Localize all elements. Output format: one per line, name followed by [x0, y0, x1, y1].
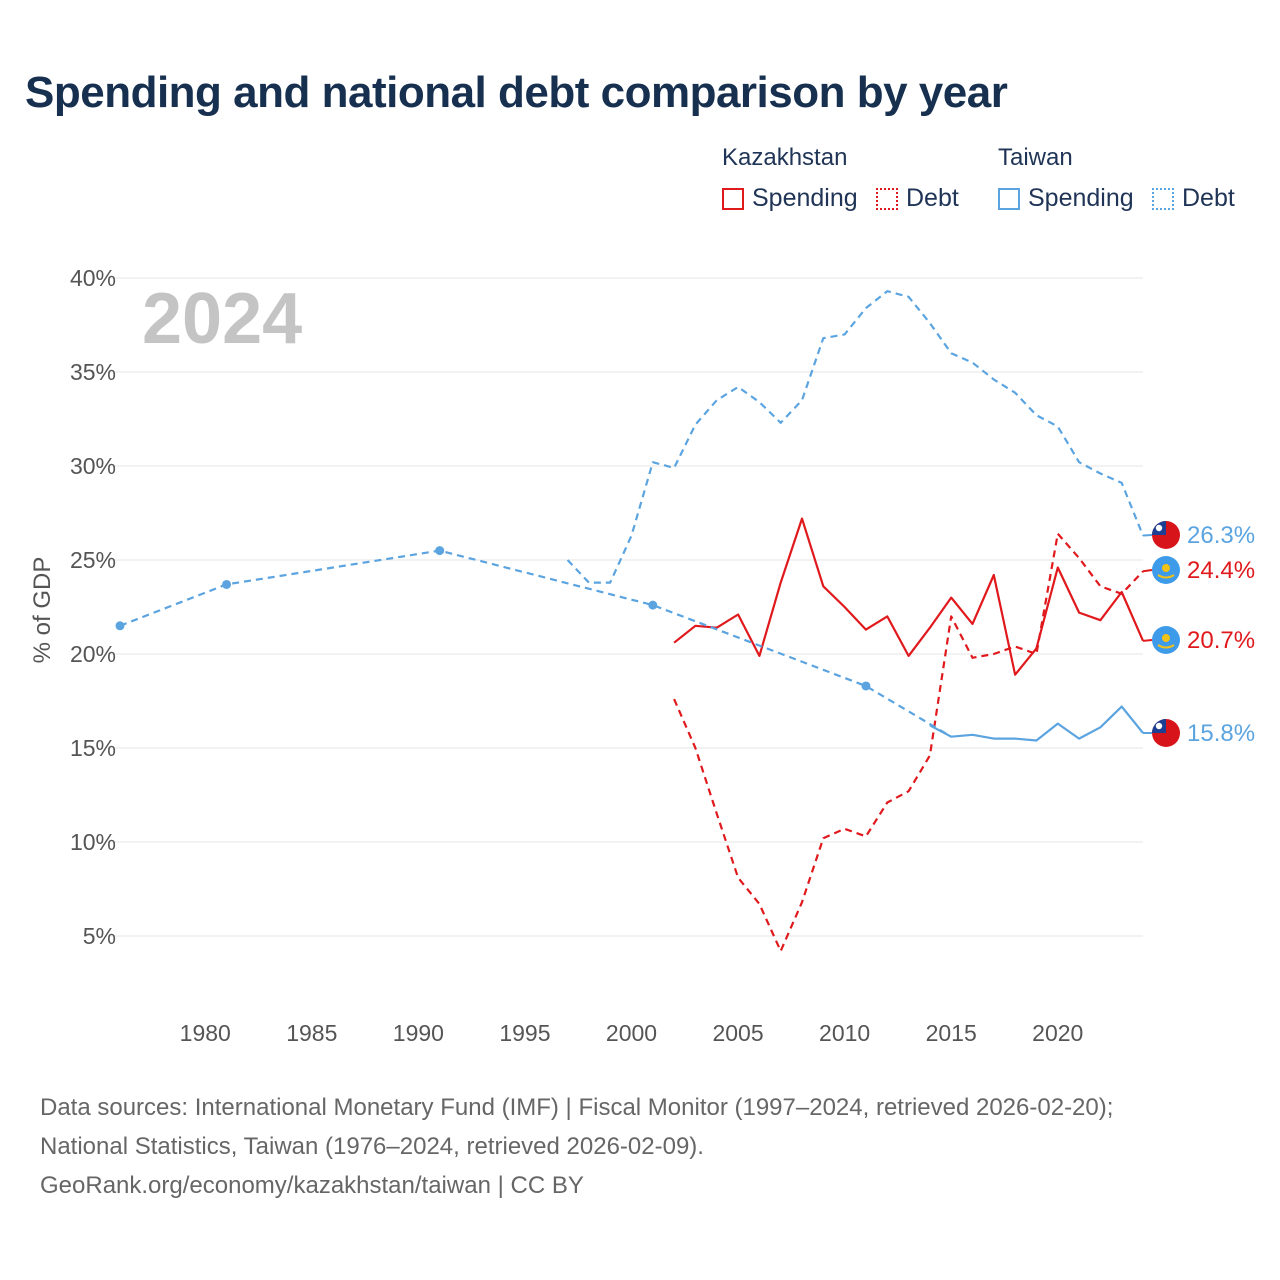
- end-value-label-taiwan-spending: 15.8%: [1187, 720, 1255, 747]
- legend-item-kazakhstan-debt[interactable]: Debt: [876, 184, 959, 213]
- y-tick-label: 25%: [70, 547, 116, 573]
- end-connector: [1142, 534, 1153, 537]
- series-line-taiwan-spending[interactable]: [929, 705, 1144, 742]
- legend-label-kazakhstan-spending: Spending: [752, 184, 858, 212]
- data-point-marker[interactable]: [222, 579, 232, 589]
- legend-item-taiwan-debt[interactable]: Debt: [1152, 184, 1235, 213]
- legend-group-taiwan: Taiwan: [998, 144, 1073, 171]
- y-tick-label: 15%: [70, 735, 116, 761]
- series-line-taiwan-debt-national-statistics[interactable]: [119, 549, 952, 738]
- gridlines: [108, 277, 1143, 937]
- legend-label-taiwan-spending: Spending: [1028, 184, 1134, 212]
- end-connector: [1142, 569, 1153, 573]
- sources-line-3[interactable]: GeoRank.org/economy/kazakhstan/taiwan | …: [40, 1172, 584, 1199]
- legend-swatch-kazakhstan-debt: [876, 187, 898, 210]
- y-tick-label: 10%: [70, 829, 116, 855]
- x-tick-label: 1995: [499, 1020, 550, 1046]
- chart-title: Spending and national debt comparison by…: [25, 68, 1008, 117]
- x-tick-label: 2000: [606, 1020, 657, 1046]
- y-tick-label: 35%: [70, 359, 116, 385]
- legend-swatch-taiwan-debt: [1152, 187, 1174, 210]
- x-tick-label: 1985: [286, 1020, 337, 1046]
- end-value-label-taiwan-debt: 26.3%: [1187, 522, 1255, 549]
- sources-note: Data sources: International Monetary Fun…: [40, 1088, 1113, 1205]
- kazakhstan-flag-icon: [1152, 626, 1180, 654]
- series-line-kazakhstan-debt[interactable]: [673, 532, 1144, 953]
- year-watermark: 2024: [142, 279, 302, 359]
- end-labels: 26.3% 24.4% 20.7% 15.8%: [1142, 521, 1255, 747]
- x-tick-label: 1980: [180, 1020, 231, 1046]
- y-tick-label: 5%: [83, 923, 116, 949]
- data-point-marker[interactable]: [861, 681, 871, 691]
- kazakhstan-flag-icon: [1152, 556, 1180, 584]
- y-tick-label: 30%: [70, 453, 116, 479]
- legend-swatch-kazakhstan-spending: [722, 187, 744, 210]
- legend-label-taiwan-debt: Debt: [1182, 184, 1235, 212]
- data-point-marker[interactable]: [435, 546, 445, 556]
- series-line-kazakhstan-spending[interactable]: [673, 517, 1145, 676]
- data-point-marker[interactable]: [115, 621, 125, 631]
- y-tick-label: 40%: [70, 265, 116, 291]
- y-tick-label: 20%: [70, 641, 116, 667]
- taiwan-flag-icon: [1152, 719, 1180, 747]
- y-axis-ticks: 5% 10% 15% 20% 25% 30% 35% 40%: [70, 265, 116, 949]
- x-tick-label: 2015: [926, 1020, 977, 1046]
- series-group: [115, 290, 1145, 953]
- x-tick-label: 2010: [819, 1020, 870, 1046]
- legend-item-kazakhstan-spending[interactable]: Spending: [722, 184, 858, 213]
- y-axis-label: % of GDP: [29, 557, 56, 664]
- legend: Kazakhstan Taiwan Spending Debt Spending…: [0, 140, 1280, 230]
- legend-item-taiwan-spending[interactable]: Spending: [998, 184, 1134, 213]
- data-point-marker[interactable]: [648, 600, 658, 610]
- taiwan-flag-icon: [1152, 521, 1180, 549]
- sources-line-2: National Statistics, Taiwan (1976–2024, …: [40, 1133, 704, 1160]
- end-value-label-kazakhstan-debt: 24.4%: [1187, 557, 1255, 584]
- legend-label-kazakhstan-debt: Debt: [906, 184, 959, 212]
- x-axis-ticks: 1980 1985 1990 1995 2000 2005 2010 2015 2020: [180, 1020, 1084, 1046]
- legend-group-kazakhstan: Kazakhstan: [722, 144, 848, 171]
- x-tick-label: 2020: [1032, 1020, 1083, 1046]
- end-value-label-kazakhstan-spending: 20.7%: [1187, 627, 1255, 654]
- sources-line-1: Data sources: International Monetary Fun…: [40, 1094, 1114, 1121]
- end-connector: [1142, 639, 1153, 642]
- x-tick-label: 2005: [712, 1020, 763, 1046]
- x-tick-label: 1990: [393, 1020, 444, 1046]
- legend-swatch-taiwan-spending: [998, 187, 1020, 210]
